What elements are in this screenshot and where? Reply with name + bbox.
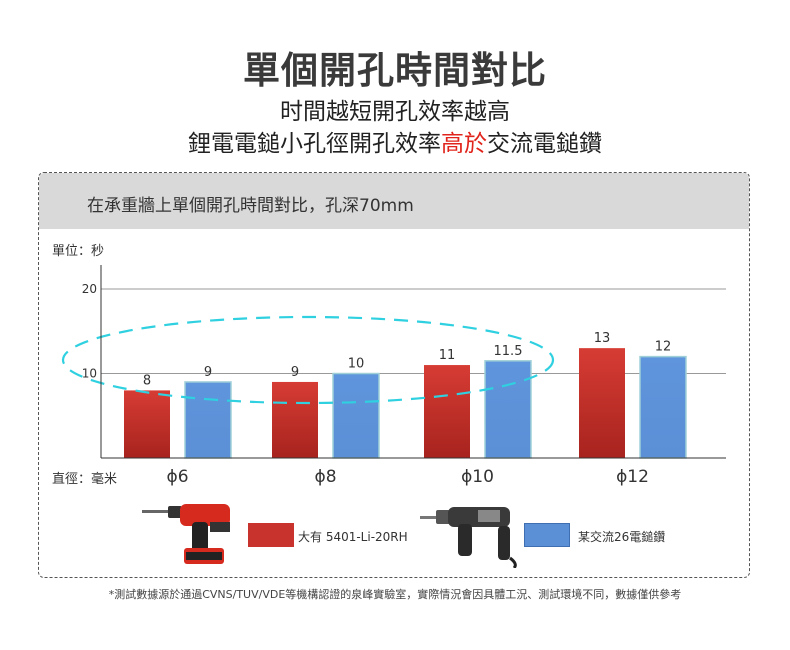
legend-label-series-a: 大有 5401-Li-20RH xyxy=(298,530,408,544)
bar-series-a xyxy=(124,390,170,458)
bar-series-b xyxy=(639,355,687,459)
subtitle-2-post: 交流電鎚鑽 xyxy=(487,131,602,157)
x-tick-label: ϕ10 xyxy=(461,467,494,487)
footnote: *測試數據源於通過CVNS/TUV/VDE等機構認證的泉峰實驗室，實際情況會因具… xyxy=(108,588,682,601)
x-tick-label: ϕ6 xyxy=(166,467,188,487)
subtitle-2-pre: 鋰電電鎚小孔徑開孔效率 xyxy=(188,131,441,157)
data-label: 11.5 xyxy=(494,344,523,359)
y-tick-label: 20 xyxy=(82,282,97,296)
data-label: 10 xyxy=(348,357,365,372)
bar-series-b xyxy=(184,381,232,459)
bar-series-b xyxy=(484,360,532,459)
subtitle-line-2: 鋰電電鎚小孔徑開孔效率高於交流電鎚鑽 xyxy=(0,124,790,158)
y-tick-label: 10 xyxy=(82,367,97,381)
data-label: 8 xyxy=(143,373,151,388)
legend-swatch-series-b xyxy=(524,523,570,547)
data-label: 12 xyxy=(655,340,672,355)
corded-hammer-drill-image xyxy=(418,502,520,570)
bar-series-a xyxy=(579,348,625,458)
panel-heading: 在承重牆上單個開孔時間對比，孔深70mm xyxy=(39,173,749,229)
chart-panel: 在承重牆上單個開孔時間對比，孔深70mm xyxy=(38,172,750,578)
x-tick-label: ϕ8 xyxy=(314,467,336,487)
bar-series-a xyxy=(424,365,470,458)
data-label: 9 xyxy=(204,365,212,380)
y-axis-unit-label: 單位：秒 xyxy=(52,244,105,259)
x-tick-label: ϕ12 xyxy=(616,467,649,487)
data-label: 11 xyxy=(439,348,456,363)
highlight-ellipse xyxy=(61,315,555,405)
bar-series-b xyxy=(332,372,380,459)
data-label: 13 xyxy=(594,331,611,346)
legend-swatch-series-a xyxy=(248,523,294,547)
panel-heading-text: 在承重牆上單個開孔時間對比，孔深70mm xyxy=(87,196,414,216)
x-axis-unit-label: 直徑：毫米 xyxy=(52,472,118,487)
subtitle-line-1: 时間越短開孔效率越高 xyxy=(280,99,510,125)
subtitle-2-highlight: 高於 xyxy=(441,131,487,157)
legend-label-series-b: 某交流26電鎚鑽 xyxy=(578,530,666,544)
cordless-hammer-drill-image xyxy=(140,500,240,570)
data-label: 9 xyxy=(291,365,299,380)
bar-series-a xyxy=(272,381,318,458)
page-title: 單個開孔時間對比 xyxy=(243,49,547,92)
